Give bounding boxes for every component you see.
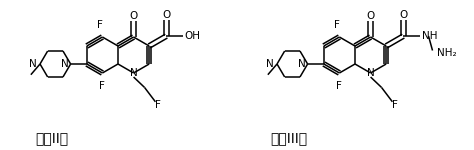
Text: 式（II）: 式（II） [35,131,68,145]
Text: F: F [335,20,340,30]
Text: N: N [367,68,374,78]
Text: O: O [366,11,375,21]
Text: F: F [100,81,105,91]
Text: O: O [162,10,171,20]
Text: F: F [337,81,342,91]
Text: O: O [129,11,138,21]
Text: F: F [155,100,161,110]
Text: O: O [399,10,408,20]
Text: N: N [266,59,274,69]
Text: N: N [29,59,37,69]
Text: N: N [298,59,306,69]
Text: F: F [392,100,398,110]
Text: NH: NH [421,31,437,41]
Text: F: F [98,20,103,30]
Text: OH: OH [184,31,201,41]
Text: N: N [130,68,137,78]
Text: 式（III）: 式（III） [270,131,307,145]
Text: N: N [61,59,69,69]
Text: NH₂: NH₂ [437,48,456,57]
